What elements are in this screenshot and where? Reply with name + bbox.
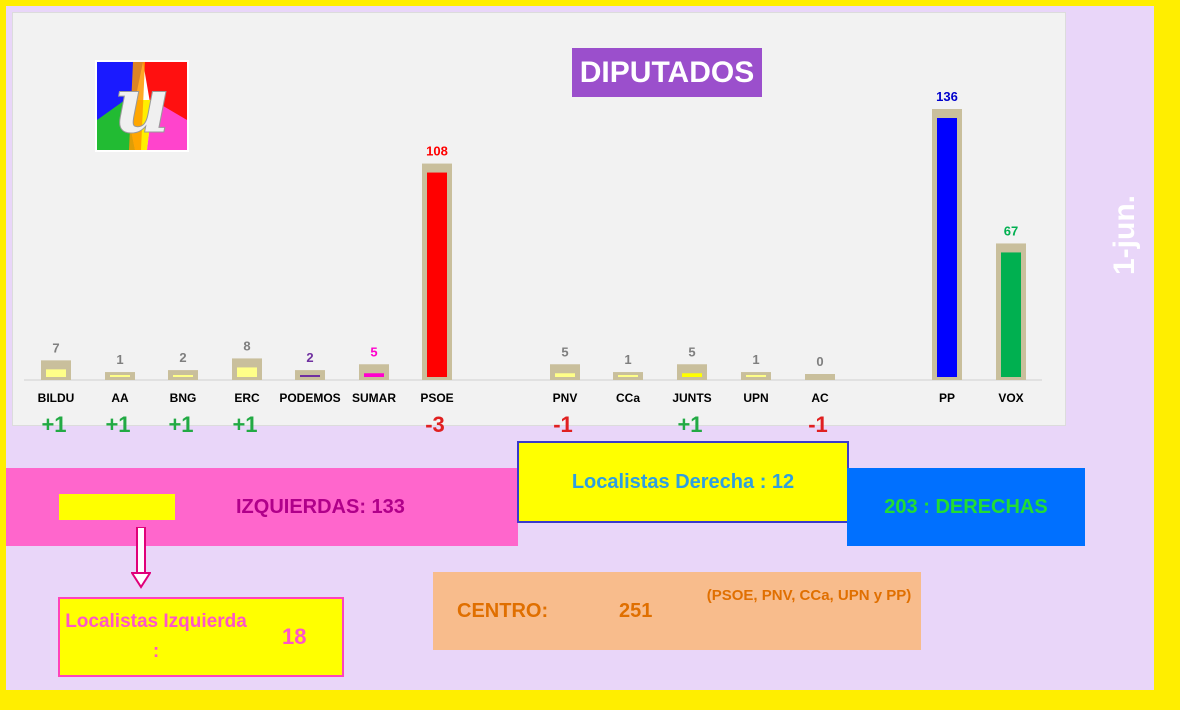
change-label-erc: +1 (232, 412, 257, 437)
category-label-sumar: SUMAR (352, 391, 396, 405)
bar-psoe (427, 172, 447, 377)
category-label-erc: ERC (234, 391, 260, 405)
localistas-izquierda-label: Localistas Izquierda : (65, 611, 247, 662)
category-label-vox: VOX (998, 391, 1023, 405)
category-label-junts: JUNTS (672, 391, 711, 405)
category-label-pp: PP (939, 391, 955, 405)
bar-frame-ac (805, 374, 835, 380)
centro-note: (PSOE, PNV, CCa, UPN y PP) (706, 587, 912, 604)
category-label-pnv: PNV (553, 391, 578, 405)
category-label-cca: CCa (616, 391, 640, 405)
category-label-ac: AC (811, 391, 829, 405)
bar-vox (1001, 252, 1021, 377)
category-label-podemos: PODEMOS (279, 391, 340, 405)
category-label-psoe: PSOE (420, 391, 453, 405)
value-label-junts: 5 (688, 344, 695, 359)
value-label-podemos: 2 (306, 350, 313, 365)
localistas-izquierda-value: 18 (282, 624, 307, 649)
change-label-junts: +1 (677, 412, 702, 437)
chart-title: DIPUTADOS (572, 48, 762, 97)
value-label-pnv: 5 (561, 344, 568, 359)
change-label-pnv: -1 (553, 412, 573, 437)
bar-frame-pnv (550, 364, 580, 380)
change-label-ac: -1 (808, 412, 828, 437)
bar-upn (746, 375, 766, 377)
svg-text:u: u (114, 60, 171, 151)
bar-pnv (555, 373, 575, 377)
category-label-upn: UPN (743, 391, 768, 405)
value-label-erc: 8 (243, 338, 250, 353)
bar-junts (682, 373, 702, 377)
value-label-bng: 2 (179, 350, 186, 365)
centro-value: 251 (619, 599, 653, 622)
value-label-bildu: 7 (52, 340, 59, 355)
bar-pp (937, 118, 957, 377)
value-label-sumar: 5 (370, 344, 377, 359)
change-label-bng: +1 (168, 412, 193, 437)
bar-sumar (364, 373, 384, 377)
category-label-aa: AA (111, 391, 129, 405)
localistas-derecha-box: Localistas Derecha : 12 (517, 441, 849, 523)
value-label-psoe: 108 (426, 144, 448, 159)
value-label-upn: 1 (752, 352, 759, 367)
category-label-bildu: BILDU (38, 391, 75, 405)
bar-podemos (300, 375, 320, 377)
localistas-izquierda-box: Localistas Izquierda : 18 (58, 597, 344, 677)
value-label-vox: 67 (1004, 223, 1018, 238)
bar-bildu (46, 369, 66, 377)
izquierdas-box: IZQUIERDAS: 133 (6, 468, 518, 546)
bar-frame-junts (677, 364, 707, 380)
value-label-ac: 0 (816, 354, 823, 369)
category-label-bng: BNG (170, 391, 197, 405)
logo-icon: u (95, 60, 189, 152)
centro-label: CENTRO: (457, 599, 549, 622)
derechas-box: 203 : DERECHAS (847, 468, 1085, 546)
down-arrow-icon (131, 527, 151, 589)
value-label-aa: 1 (116, 352, 123, 367)
value-label-pp: 136 (936, 89, 958, 104)
bar-cca (618, 375, 638, 377)
bar-frame-sumar (359, 364, 389, 380)
change-label-bildu: +1 (41, 412, 66, 437)
bar-bng (173, 375, 193, 377)
value-label-cca: 1 (624, 352, 631, 367)
centro-box: CENTRO: 251 (PSOE, PNV, CCa, UPN y PP) (433, 572, 921, 650)
date-label: 1-jun. (1108, 195, 1141, 275)
change-label-aa: +1 (105, 412, 130, 437)
change-label-psoe: -3 (425, 412, 445, 437)
yellow-marker (59, 494, 175, 520)
bar-erc (237, 367, 257, 377)
izquierdas-label: IZQUIERDAS: 133 (236, 495, 405, 518)
bar-aa (110, 375, 130, 377)
